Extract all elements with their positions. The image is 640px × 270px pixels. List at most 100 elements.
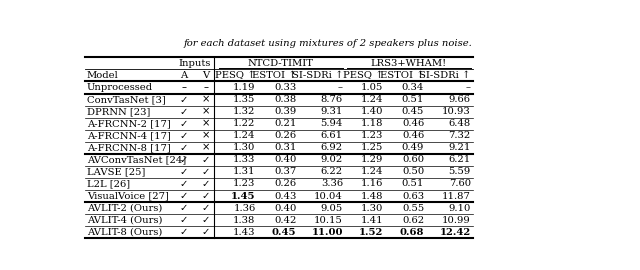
Text: 3.36: 3.36 xyxy=(321,180,343,188)
Text: 9.21: 9.21 xyxy=(449,143,471,152)
Text: SI-SDRi ↑: SI-SDRi ↑ xyxy=(291,71,343,80)
Text: 1.35: 1.35 xyxy=(233,95,255,104)
Text: AVLIT-4 (Ours): AVLIT-4 (Ours) xyxy=(87,216,163,225)
Text: 0.46: 0.46 xyxy=(402,119,424,128)
Text: ✓: ✓ xyxy=(180,167,188,177)
Text: ✓: ✓ xyxy=(180,155,188,165)
Text: A-FRCNN-2 [17]: A-FRCNN-2 [17] xyxy=(87,119,171,128)
Text: 0.49: 0.49 xyxy=(402,143,424,152)
Text: 1.45: 1.45 xyxy=(231,191,255,201)
Text: 1.25: 1.25 xyxy=(361,143,383,152)
Text: 6.21: 6.21 xyxy=(449,155,471,164)
Text: ×: × xyxy=(202,131,210,141)
Text: 1.33: 1.33 xyxy=(233,155,255,164)
Text: A-FRCNN-4 [17]: A-FRCNN-4 [17] xyxy=(87,131,171,140)
Text: 1.48: 1.48 xyxy=(361,191,383,201)
Text: 6.92: 6.92 xyxy=(321,143,343,152)
Text: 1.30: 1.30 xyxy=(361,204,383,212)
Text: 0.55: 0.55 xyxy=(402,204,424,212)
Text: 1.16: 1.16 xyxy=(361,180,383,188)
Text: 0.46: 0.46 xyxy=(402,131,424,140)
Text: 1.05: 1.05 xyxy=(361,83,383,92)
Text: 9.66: 9.66 xyxy=(449,95,471,104)
Text: Unprocessed: Unprocessed xyxy=(87,83,153,92)
Text: PESQ ↑: PESQ ↑ xyxy=(215,71,255,80)
Text: ✓: ✓ xyxy=(202,227,210,237)
Text: 0.43: 0.43 xyxy=(274,191,296,201)
Text: 0.45: 0.45 xyxy=(272,228,296,237)
Text: ✓: ✓ xyxy=(202,191,210,201)
Text: L2L [26]: L2L [26] xyxy=(87,180,130,188)
Text: –: – xyxy=(466,83,471,92)
Text: AVLIT-2 (Ours): AVLIT-2 (Ours) xyxy=(87,204,163,212)
Text: 9.31: 9.31 xyxy=(321,107,343,116)
Text: 0.40: 0.40 xyxy=(274,204,296,212)
Text: 6.48: 6.48 xyxy=(449,119,471,128)
Text: ✓: ✓ xyxy=(180,94,188,104)
Text: 8.76: 8.76 xyxy=(321,95,343,104)
Text: 1.23: 1.23 xyxy=(233,180,255,188)
Text: 1.19: 1.19 xyxy=(233,83,255,92)
Text: 0.62: 0.62 xyxy=(402,216,424,225)
Text: 0.34: 0.34 xyxy=(402,83,424,92)
Text: 0.40: 0.40 xyxy=(274,155,296,164)
Text: 7.60: 7.60 xyxy=(449,180,471,188)
Text: NTCD-TIMIT: NTCD-TIMIT xyxy=(248,59,314,68)
Text: 6.61: 6.61 xyxy=(321,131,343,140)
Text: 1.36: 1.36 xyxy=(234,204,255,212)
Text: 0.26: 0.26 xyxy=(274,131,296,140)
Text: LAVSE [25]: LAVSE [25] xyxy=(87,167,145,176)
Text: 1.23: 1.23 xyxy=(361,131,383,140)
Text: 11.00: 11.00 xyxy=(312,228,343,237)
Text: LRS3+WHAM!: LRS3+WHAM! xyxy=(371,59,447,68)
Text: A: A xyxy=(180,71,188,80)
Text: ×: × xyxy=(202,143,210,153)
Text: A-FRCNN-8 [17]: A-FRCNN-8 [17] xyxy=(87,143,171,152)
Text: ✓: ✓ xyxy=(180,227,188,237)
Text: 1.24: 1.24 xyxy=(361,95,383,104)
Text: 7.32: 7.32 xyxy=(449,131,471,140)
Text: 0.51: 0.51 xyxy=(402,180,424,188)
Text: –: – xyxy=(182,83,187,93)
Text: 5.59: 5.59 xyxy=(449,167,471,176)
Text: 10.15: 10.15 xyxy=(314,216,343,225)
Text: 0.39: 0.39 xyxy=(274,107,296,116)
Text: ✓: ✓ xyxy=(202,179,210,189)
Text: 0.37: 0.37 xyxy=(274,167,296,176)
Text: VisualVoice [27]: VisualVoice [27] xyxy=(87,191,169,201)
Text: 0.33: 0.33 xyxy=(274,83,296,92)
Text: ✓: ✓ xyxy=(180,203,188,213)
Text: 0.21: 0.21 xyxy=(274,119,296,128)
Text: ✓: ✓ xyxy=(180,131,188,141)
Text: ConvTasNet [3]: ConvTasNet [3] xyxy=(87,95,166,104)
Text: ✓: ✓ xyxy=(180,215,188,225)
Text: ×: × xyxy=(202,119,210,129)
Text: ×: × xyxy=(202,107,210,117)
Text: 0.38: 0.38 xyxy=(274,95,296,104)
Text: ESTOI ↑: ESTOI ↑ xyxy=(252,71,296,80)
Text: 0.51: 0.51 xyxy=(402,95,424,104)
Text: DPRNN [23]: DPRNN [23] xyxy=(87,107,150,116)
Text: 10.99: 10.99 xyxy=(442,216,471,225)
Text: ✓: ✓ xyxy=(180,143,188,153)
Text: 1.52: 1.52 xyxy=(359,228,383,237)
Text: Model: Model xyxy=(87,71,118,80)
Text: ESTOI ↑: ESTOI ↑ xyxy=(380,71,424,80)
Text: ✓: ✓ xyxy=(180,119,188,129)
Text: 10.04: 10.04 xyxy=(314,191,343,201)
Text: ✓: ✓ xyxy=(202,155,210,165)
Text: ✓: ✓ xyxy=(202,215,210,225)
Text: 0.68: 0.68 xyxy=(400,228,424,237)
Text: 1.18: 1.18 xyxy=(361,119,383,128)
Text: 1.41: 1.41 xyxy=(361,216,383,225)
Text: 10.93: 10.93 xyxy=(442,107,471,116)
Text: 12.42: 12.42 xyxy=(440,228,471,237)
Text: 1.32: 1.32 xyxy=(233,107,255,116)
Text: AVLIT-8 (Ours): AVLIT-8 (Ours) xyxy=(87,228,163,237)
Text: 1.22: 1.22 xyxy=(233,119,255,128)
Text: SI-SDRi ↑: SI-SDRi ↑ xyxy=(419,71,471,80)
Text: 1.24: 1.24 xyxy=(361,167,383,176)
Text: 9.10: 9.10 xyxy=(449,204,471,212)
Text: ✓: ✓ xyxy=(202,167,210,177)
Text: 1.24: 1.24 xyxy=(233,131,255,140)
